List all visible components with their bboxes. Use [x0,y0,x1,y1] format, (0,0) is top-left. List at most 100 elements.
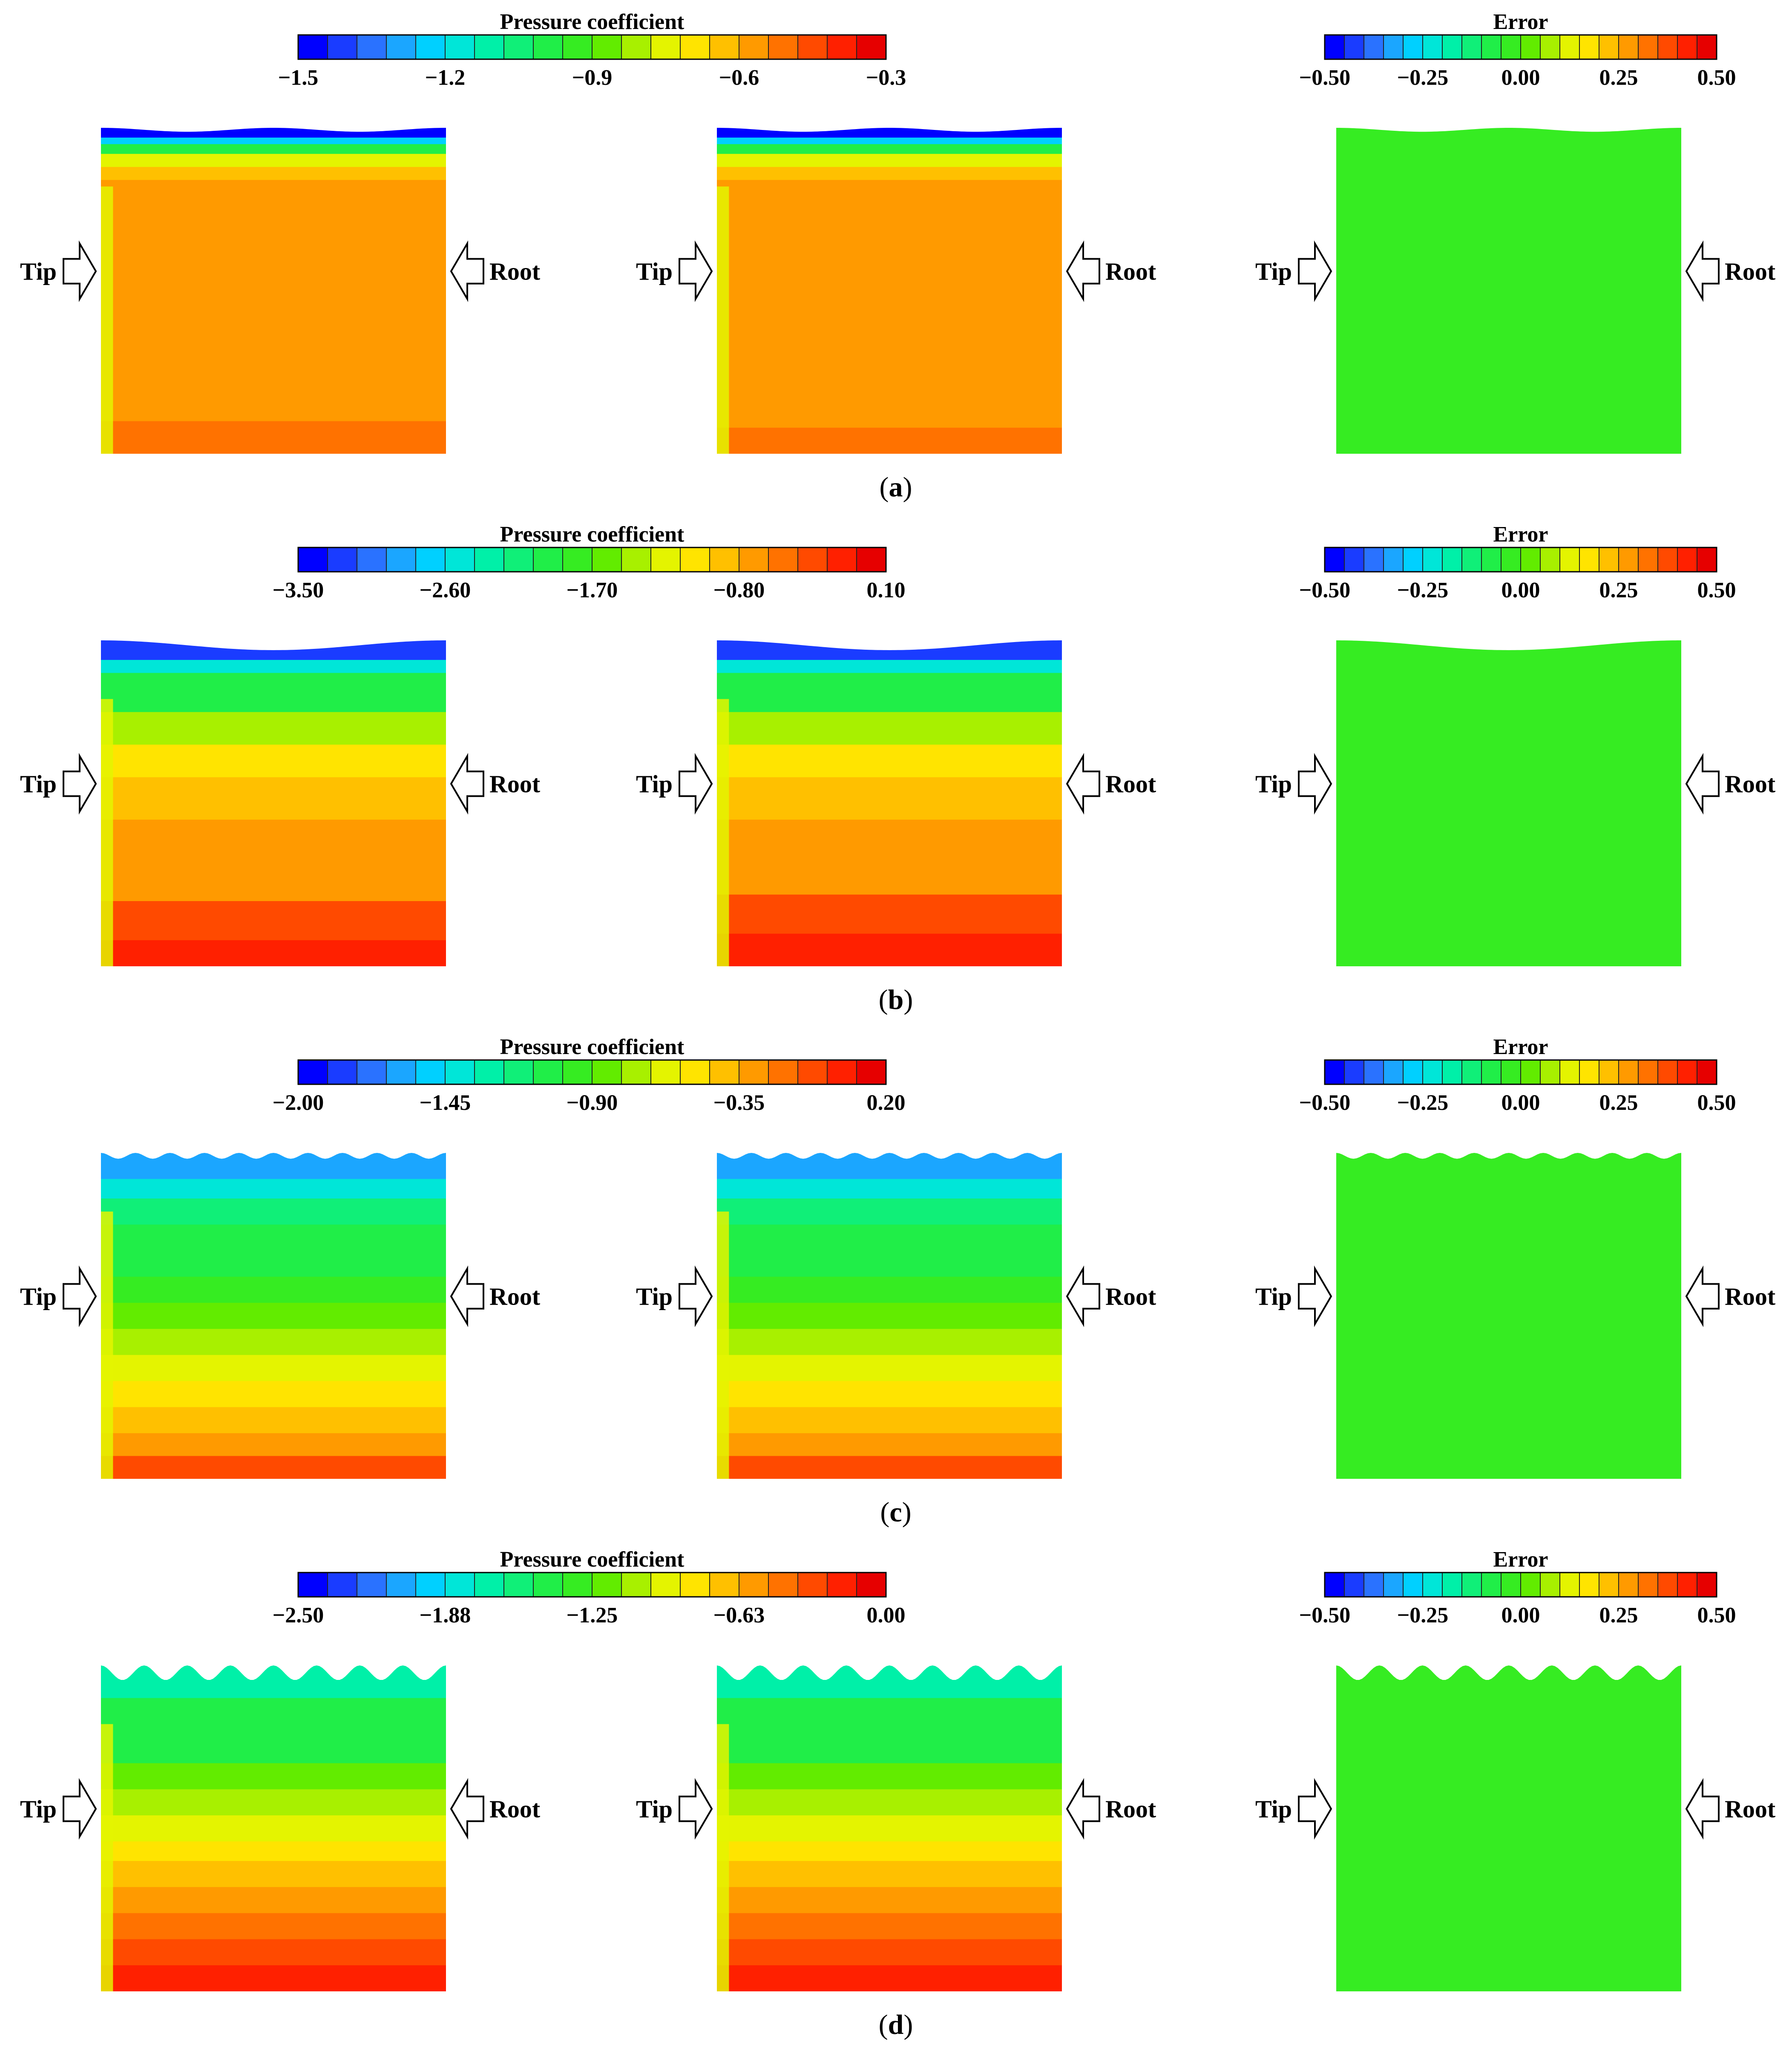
pressure-colorbar-c-swatch [504,1060,534,1084]
error-colorbar-b-frame [1324,547,1717,573]
error-colorbar-b-tick-label: −0.50 [1299,578,1351,602]
pressure-colorbar-a-swatch [475,35,504,59]
pressure-colorbar-b-tick-label: −3.50 [273,578,324,602]
pressure-colorbar-c-swatch [533,1060,563,1084]
pressure-colorbar-d-swatch [445,1573,475,1597]
error-colorbar-d-tick-label: 0.50 [1697,1603,1736,1628]
pressure-colorbar-c-swatch [298,1060,328,1084]
pressure-colorbar-c-swatch [857,1060,886,1084]
pressure-colorbar-a-swatch [651,35,681,59]
prediction-panel-d-band [101,1698,446,1764]
error-colorbar-b-tick-label: 0.00 [1501,578,1540,602]
tip-d-1-arrow-icon [679,1778,713,1840]
tip-d-2-label: Tip [1255,1795,1292,1823]
reference-panel-a-band [717,180,1062,428]
prediction-panel-c-band [101,1224,446,1277]
prediction-panel-b-tip-streak [101,699,113,966]
pressure-colorbar-b-swatch [621,547,651,572]
prediction-panel-c-band [101,1302,446,1330]
tip-c-1-label: Tip [636,1283,673,1311]
pressure-colorbar-c-swatch [563,1060,593,1084]
tip-c-2-arrow-icon [1298,1265,1332,1327]
pressure-colorbar-a-swatch [328,35,357,59]
tip-c-2-label: Tip [1255,1283,1292,1311]
prediction-panel-c-band [101,1407,446,1434]
error-colorbar-d-swatch [1619,1573,1639,1597]
error-colorbar-a-tick-label: 0.50 [1697,66,1736,90]
error-panel-c-field [1336,1153,1681,1479]
pressure-colorbar-c-tick-label: 0.20 [867,1091,906,1115]
error-colorbar-d-swatch [1540,1573,1560,1597]
pressure-colorbar-c-swatch [798,1060,828,1084]
error-colorbar-d-swatch [1384,1573,1404,1597]
pressure-colorbar-d-swatch [592,1573,622,1597]
error-panel-d-error-fill [1336,1665,1681,1991]
reference-panel-b-band [717,777,1062,820]
error-colorbar-a-swatch [1462,35,1482,59]
prediction-panel-b-band [101,777,446,820]
error-colorbar-b-swatch [1481,547,1501,572]
reference-panel-b-band [717,933,1062,966]
error-colorbar-a-swatch [1364,35,1384,59]
pressure-colorbar-d-swatch [298,1573,328,1597]
pressure-colorbar-a-swatch [504,35,534,59]
error-colorbar-c-swatch [1658,1060,1678,1084]
error-colorbar-b-tick-label: 0.25 [1599,578,1638,602]
pressure-colorbar-b-tick-label: −1.70 [567,578,618,602]
pressure-colorbar-d-swatch [651,1573,681,1597]
root-a-0-label: Root [489,258,541,285]
subfigure-d: Pressure coefficient −2.50 −1.88 −1.25 −0.63… [20,1547,1776,2040]
error-colorbar-b-swatch [1677,547,1697,572]
reference-panel-b-band [717,712,1062,745]
prediction-panel-c-band [101,1456,446,1479]
error-colorbar-c-swatch [1442,1060,1462,1084]
prediction-panel-d-band [101,1887,446,1914]
reference-panel-d-band [717,1939,1062,1966]
pressure-colorbar-c-swatch [768,1060,798,1084]
pressure-colorbar-a-swatch [857,35,886,59]
pressure-colorbar-d-swatch [857,1573,886,1597]
error-colorbar-b-swatch [1364,547,1384,572]
pressure-colorbar-c-swatch [827,1060,857,1084]
reference-panel-d-band [717,1965,1062,1991]
root-b-1-arrow-icon [1066,753,1100,815]
subfigure-label-b: (b) [879,984,913,1015]
reference-panel-c-band [717,1179,1062,1199]
prediction-panel-b-band [101,640,446,660]
error-colorbar-b-swatch [1619,547,1639,572]
pressure-colorbar-d-swatch [475,1573,504,1597]
reference-panel-c-band [717,1407,1062,1434]
error-colorbar-c-swatch [1677,1060,1697,1084]
error-colorbar-d-swatch [1403,1573,1423,1597]
error-colorbar-a-tick-label: 0.25 [1599,66,1638,90]
error-colorbar-a-swatch [1325,35,1345,59]
subfigure-c: Pressure coefficient −2.00 −1.45 −0.90 −0.35… [20,1035,1776,1528]
reference-panel-c-field [717,1153,1062,1479]
root-a-2-label: Root [1725,258,1776,285]
pressure-colorbar-d-tick-label: −1.25 [567,1603,618,1628]
error-colorbar-a-swatch [1521,35,1541,59]
prediction-panel-b-band [101,940,446,966]
tip-d-0-arrow-icon [63,1778,97,1840]
reference-panel-d-band [717,1887,1062,1914]
reference-panel-d-band [717,1913,1062,1940]
error-colorbar-b-swatch [1579,547,1599,572]
prediction-panel-b-band [101,819,446,902]
prediction-panel-c-band [101,1153,446,1180]
prediction-panel-b-band [101,660,446,674]
error-colorbar-d-swatch [1521,1573,1541,1597]
pressure-colorbar-b-swatch [357,547,387,572]
pressure-colorbar-d-swatch [621,1573,651,1597]
error-colorbar-a-swatch [1540,35,1560,59]
root-a-2-arrow-icon [1685,240,1720,302]
prediction-panel-a-tip-streak [101,186,113,454]
error-colorbar-b-tick-label: 0.50 [1697,578,1736,602]
error-colorbar-c-swatch [1403,1060,1423,1084]
prediction-panel-a-band [101,137,446,145]
reference-panel-b-band [717,673,1062,713]
reference-panel-d-band [717,1665,1062,1699]
pressure-colorbar-b-swatch [328,547,357,572]
error-colorbar-a-swatch [1423,35,1443,59]
root-b-0-label: Root [489,770,541,798]
